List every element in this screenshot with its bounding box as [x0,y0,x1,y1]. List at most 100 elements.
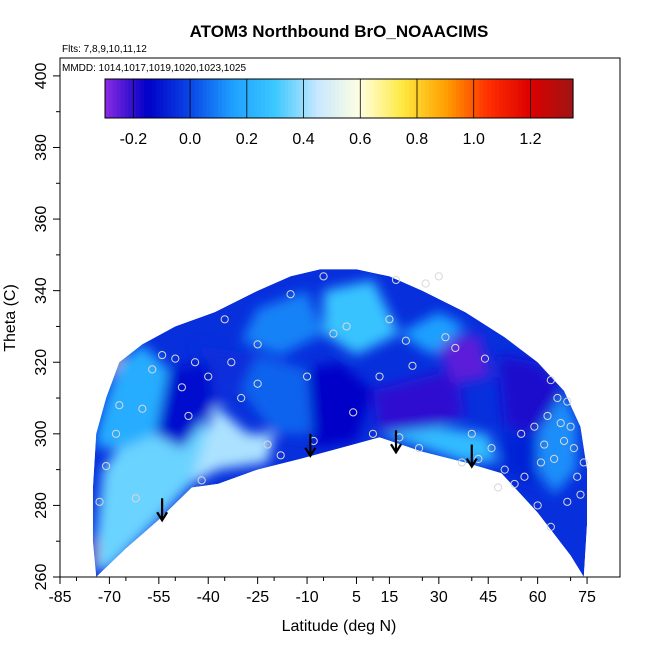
flights-note: Flts: 7,8,9,10,11,12 [62,44,147,55]
sample-point [546,522,555,531]
y-tick-label: 300 [33,420,50,447]
field-region [191,344,258,406]
y-tick-label: 280 [33,492,50,519]
colorbar-cell [354,79,360,118]
x-axis-title: Latitude (deg N) [282,618,397,635]
x-tick-label: -10 [295,589,318,606]
colorbar-cell [569,79,574,118]
colorbar-cell [108,79,114,118]
y-tick-label: 400 [33,62,50,89]
markers [95,272,588,531]
colorbar-cell [280,79,285,118]
y-tick-label: 260 [33,564,50,591]
field-region [399,312,466,356]
colorbar-cell [144,79,149,118]
sample-point [375,372,384,381]
sample-point [451,343,460,353]
colorbar-tick-label: 0.8 [406,131,428,148]
x-tick-label: 15 [381,589,399,606]
sample-point [302,372,312,381]
sample-point [546,376,555,385]
colorbar-cell [420,79,426,118]
colorbar-cell [409,79,414,118]
colorbar-cell [405,79,410,118]
y-tick-label: 320 [33,349,50,376]
sample-point [543,411,552,421]
colorbar-cell [272,79,278,118]
colorbar-cell [413,79,418,118]
field-region [155,362,215,449]
colorbar-cell [245,79,250,118]
colorbar-tick-label: 0.2 [236,131,258,148]
colorbar-cell [495,79,500,118]
colorbar-cell [335,79,340,118]
colorbar-cell [210,79,215,118]
colorbar-cell [436,79,441,118]
colorbar-cell [475,79,480,118]
colorbar-cell [448,79,453,118]
sample-point [467,429,476,438]
sample-point [349,408,358,417]
field-region [241,355,314,434]
colorbar-cell [557,79,562,118]
sample-point [408,361,417,370]
x-tick-label: 30 [430,589,448,606]
field-region [498,355,564,434]
colorbar-cell [483,79,488,118]
sample-point [220,315,229,324]
sample-point [434,272,443,281]
colorbar-cell [565,79,570,118]
sample-point [276,451,285,460]
field-region [432,333,492,384]
sample-point [566,422,575,431]
colorbar-cell [389,79,395,118]
colorbar-cell [459,79,465,118]
x-tick-label: -55 [147,589,170,606]
colorbar-tick-label: 1.0 [463,131,485,148]
colorbar-cell [155,79,161,118]
colorbar-cell [284,79,289,118]
sample-point [563,497,572,506]
sample-point [197,476,206,485]
colorbar-cell [311,79,317,118]
colorbar-cell [526,79,531,118]
colorbar-cell [342,79,348,118]
colorbar-cell [456,79,461,118]
colorbar-tick-label: 0.6 [349,131,371,148]
field-region [307,362,373,449]
sample-point [171,354,180,363]
colorbar-cell [124,79,129,118]
field-clip [92,269,588,577]
colorbar-tick-label: -0.2 [120,131,148,148]
colorbar-cell [288,79,293,118]
sample-point [148,365,157,374]
sample-point [510,479,519,489]
colorbar-cell [202,79,207,118]
colorbar-cell [444,79,449,118]
colorbar-cell [467,79,473,118]
colorbar-cell [237,79,243,118]
colorbar-cell [502,79,508,118]
sample-point [227,358,236,367]
colorbar-cell [479,79,484,118]
colorbar-cell [257,79,262,118]
colorbar-cell [206,79,211,118]
sample-point [480,354,490,363]
colorbar-cell [163,79,168,118]
x-tick-label: -25 [246,589,269,606]
colorbar-cell [296,79,301,118]
sample-point [102,461,111,471]
sample-point [530,422,539,431]
tropopause-arrow-head [156,511,169,523]
colorbar-cell [198,79,204,118]
sample-point [414,444,424,453]
colorbar-cell [346,79,352,118]
field-region [191,405,275,484]
y-axis-title: Theta (C) [2,284,19,352]
sample-point [401,336,410,345]
sample-point [342,322,351,331]
colorbar-cell [370,79,375,118]
sample-point [253,340,262,349]
colorbar-cell [397,79,402,118]
